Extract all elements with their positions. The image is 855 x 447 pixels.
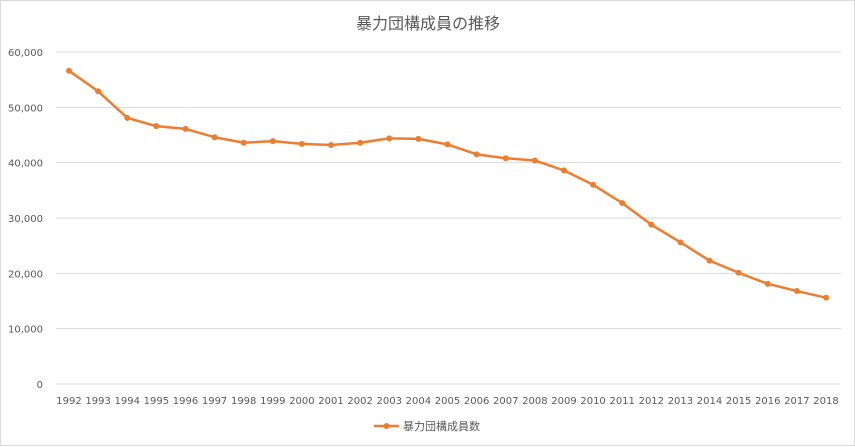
x-tick-label: 2008 (522, 396, 547, 407)
x-tick-label: 2006 (464, 396, 489, 407)
x-tick-label: 2017 (784, 396, 809, 407)
legend-dot-marker (383, 423, 390, 429)
x-tick-label: 1992 (56, 396, 81, 407)
data-point (444, 141, 451, 148)
data-point (677, 239, 684, 246)
data-point (764, 280, 771, 287)
x-tick-label: 2018 (813, 396, 838, 407)
x-tick-label: 2003 (377, 396, 402, 407)
x-tick-label: 1999 (260, 396, 285, 407)
x-tick-label: 1996 (173, 396, 198, 407)
x-tick-label: 2004 (406, 396, 431, 407)
y-tick-label: 60,000 (8, 48, 43, 59)
x-tick-label: 2009 (551, 396, 576, 407)
data-point (182, 125, 189, 132)
y-tick-label: 10,000 (8, 325, 43, 336)
x-tick-label: 2000 (289, 396, 314, 407)
chart-title: 暴力団構成員の推移 (356, 14, 500, 33)
y-axis: 0 10,000 20,000 30,000 40,000 50,000 60,000 (8, 48, 43, 391)
data-point (415, 135, 422, 142)
data-point (706, 257, 713, 264)
y-tick-label: 50,000 (8, 103, 43, 114)
x-tick-label: 2010 (580, 396, 605, 407)
x-tick-label: 2016 (755, 396, 780, 407)
x-tick-label: 2015 (726, 396, 751, 407)
x-tick-label: 1997 (202, 396, 227, 407)
data-point (823, 294, 829, 301)
data-point (211, 134, 218, 141)
data-point (328, 141, 335, 148)
x-tick-label: 2012 (639, 396, 664, 407)
x-tick-label: 2013 (668, 396, 693, 407)
x-tick-label: 2005 (435, 396, 460, 407)
y-tick-label: 0 (37, 380, 43, 391)
data-point (66, 67, 72, 74)
data-point (240, 139, 247, 146)
data-point (298, 140, 305, 147)
data-point (153, 123, 160, 130)
data-point (269, 138, 276, 145)
gridlines (56, 51, 841, 385)
legend: 暴力団構成員数 (374, 420, 480, 433)
x-tick-label: 2002 (347, 396, 372, 407)
x-tick-label: 1993 (85, 396, 110, 407)
data-point (793, 288, 800, 295)
y-tick-label: 30,000 (8, 214, 43, 225)
x-tick-label: 1994 (115, 396, 140, 407)
data-point (560, 167, 567, 174)
legend-label: 暴力団構成員数 (403, 420, 480, 433)
data-point (619, 200, 626, 207)
series-polyline (68, 69, 827, 299)
y-tick-label: 20,000 (8, 269, 43, 280)
data-point (386, 135, 393, 142)
data-point (357, 139, 364, 146)
data-point (590, 181, 597, 188)
x-tick-label: 2011 (609, 396, 634, 407)
x-tick-label: 2001 (318, 396, 343, 407)
data-point (648, 221, 655, 228)
x-tick-label: 2007 (493, 396, 518, 407)
x-tick-label: 1998 (231, 396, 256, 407)
data-point (473, 151, 480, 158)
x-tick-label: 2014 (697, 396, 722, 407)
data-point (502, 155, 509, 162)
data-point (124, 114, 131, 121)
x-axis: 1992 1993 1994 1995 1996 1997 1998 1999 2000 2001… (56, 396, 838, 407)
series-line (66, 67, 829, 301)
data-point (95, 88, 102, 95)
data-point (531, 157, 538, 164)
data-point (735, 269, 742, 276)
x-tick-label: 1995 (144, 396, 169, 407)
y-tick-label: 40,000 (8, 159, 43, 170)
